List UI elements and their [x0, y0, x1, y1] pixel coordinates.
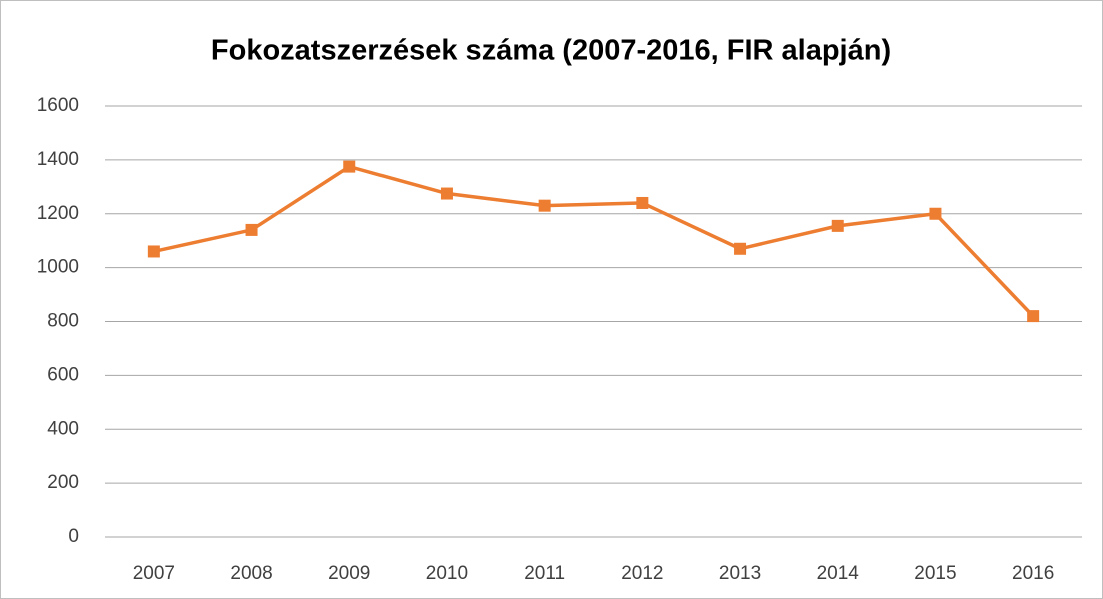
- y-tick-label: 1000: [37, 257, 79, 278]
- x-tick-label: 2015: [914, 563, 956, 584]
- point-marker: [245, 223, 258, 236]
- chart-title: Fokozatszerzések száma (2007-2016, FIR a…: [211, 35, 891, 67]
- y-tick-label: 0: [68, 526, 79, 547]
- y-tick-label: 1200: [37, 203, 79, 224]
- x-tick-label: 2012: [621, 563, 663, 584]
- x-tick-label: 2007: [133, 563, 175, 584]
- x-tick-label: 2010: [426, 563, 468, 584]
- point-marker: [147, 245, 160, 258]
- point-marker: [734, 242, 747, 255]
- x-tick-label: 2014: [817, 563, 860, 584]
- x-tick-label: 2016: [1012, 563, 1054, 584]
- y-tick-label: 200: [47, 472, 79, 493]
- point-marker: [343, 160, 356, 173]
- point-marker: [831, 219, 844, 232]
- y-tick-label: 600: [47, 364, 79, 385]
- x-tick-label: 2013: [719, 563, 761, 584]
- series-line: [153, 164, 1035, 318]
- y-tick-label: 1400: [37, 149, 79, 170]
- x-tick-label: 2008: [230, 563, 272, 584]
- x-tick-label: 2011: [524, 563, 565, 584]
- point-marker: [929, 207, 942, 220]
- y-tick-label: 1600: [37, 95, 79, 116]
- point-marker: [440, 187, 453, 200]
- x-tick-label: 2009: [328, 563, 370, 584]
- y-tick-label: 400: [47, 418, 79, 439]
- point-marker: [538, 199, 551, 212]
- y-tick-label: 800: [47, 311, 79, 332]
- point-marker: [636, 196, 649, 209]
- point-marker: [1027, 310, 1040, 323]
